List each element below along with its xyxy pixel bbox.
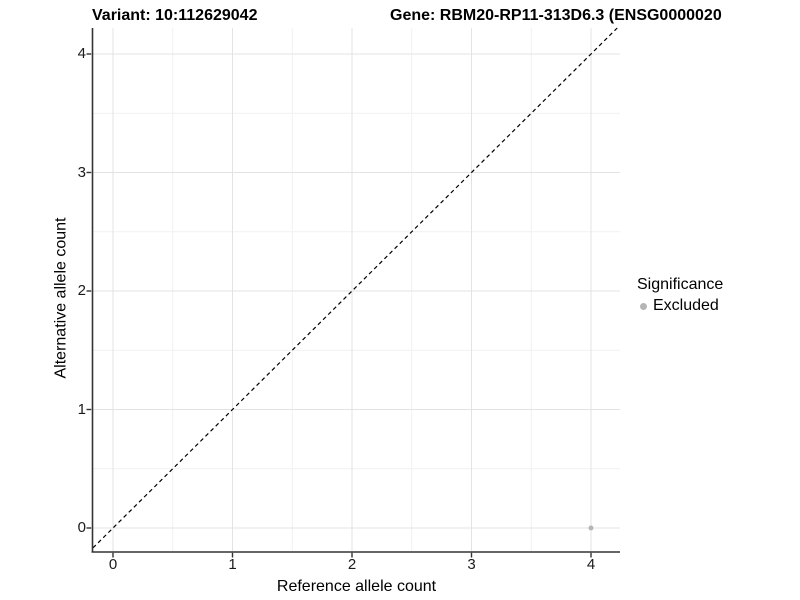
y-tick-label: 2: [77, 282, 86, 299]
legend-point-icon: [640, 302, 647, 310]
x-tick-label: 2: [347, 556, 357, 573]
gene-title: Gene: RBM20-RP11-313D6.3 (ENSG0000020: [390, 7, 722, 24]
legend-title: Significance: [637, 276, 724, 293]
x-axis-title: Reference allele count: [276, 578, 437, 595]
y-tick-label: 3: [77, 163, 86, 181]
y-tick-label: 1: [77, 400, 86, 418]
variant-title: Variant: 10:112629042: [92, 7, 258, 24]
y-tick-label: 0: [77, 519, 86, 536]
x-tick-label: 0: [108, 556, 118, 573]
legend: Significance Excluded: [637, 275, 723, 316]
identity-line: [92, 27, 618, 549]
x-tick-label: 1: [228, 556, 237, 573]
x-tick-label: 3: [467, 556, 476, 573]
x-tick-label: 4: [586, 556, 596, 573]
legend-item-label: Excluded: [653, 297, 719, 314]
legend-item-excluded: Excluded: [637, 296, 723, 316]
data-point: [588, 525, 594, 531]
y-tick-label: 4: [77, 45, 86, 62]
